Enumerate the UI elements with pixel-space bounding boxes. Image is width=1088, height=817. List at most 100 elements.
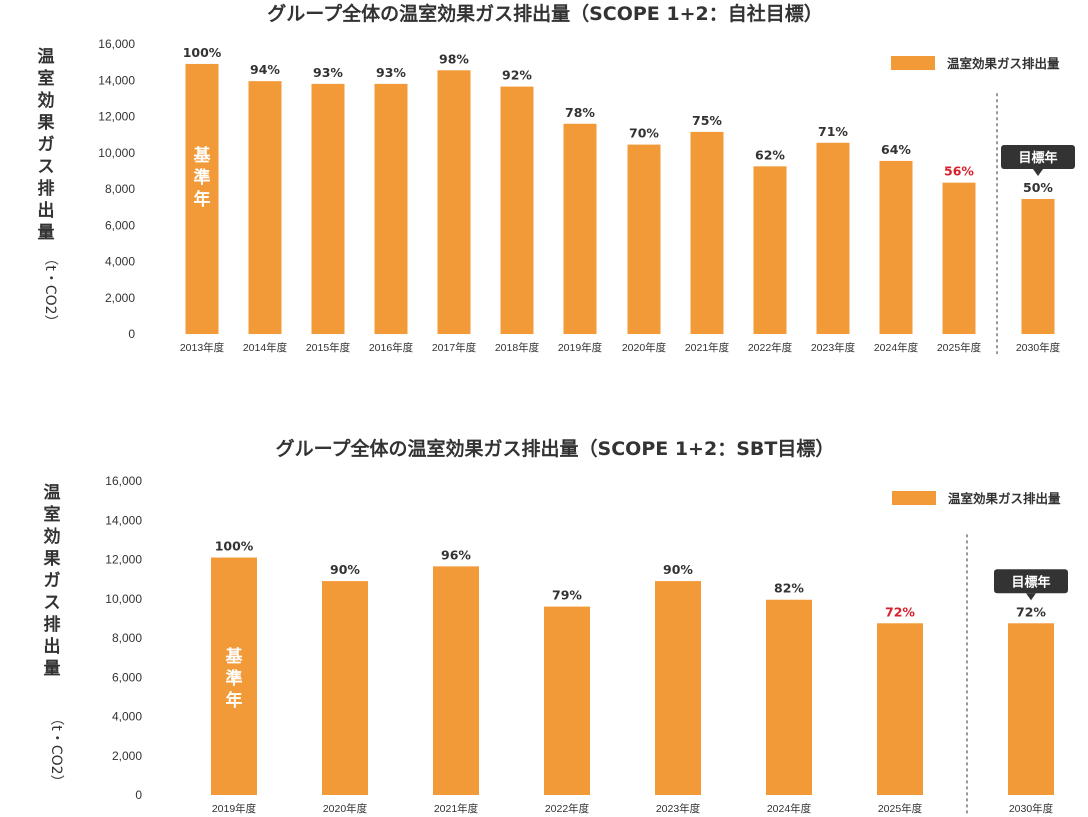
y-axis-label: 温室効果ガス排出量 （t・CO2） xyxy=(44,483,65,789)
x-tick-label: 2025年度 xyxy=(937,341,982,354)
data-label: 93% xyxy=(376,65,406,80)
y-axis-label-char: 室 xyxy=(38,68,55,89)
data-label: 71% xyxy=(818,124,848,139)
x-tick-label: 2020年度 xyxy=(622,341,667,354)
x-tick-label: 2014年度 xyxy=(243,341,288,354)
bar xyxy=(500,86,534,334)
bar xyxy=(690,131,724,334)
y-tick-label: 10,000 xyxy=(98,146,135,160)
data-label: 96% xyxy=(441,547,471,562)
y-tick-label: 16,000 xyxy=(98,37,135,51)
x-tick-label: 2018年度 xyxy=(495,341,540,354)
legend-label: 温室効果ガス排出量 xyxy=(948,491,1061,506)
bar xyxy=(753,166,787,334)
bar xyxy=(627,144,661,334)
x-tick-label: 2022年度 xyxy=(545,802,590,815)
legend-swatch xyxy=(891,56,935,70)
x-tick-label: 2019年度 xyxy=(212,802,257,815)
bar xyxy=(1021,198,1055,334)
chart-title: グループ全体の温室効果ガス排出量（SCOPE 1+2：SBT目標） xyxy=(276,437,835,460)
x-tick-label: 2030年度 xyxy=(1016,341,1061,354)
target-callout-box xyxy=(994,569,1068,594)
y-axis-label-char: 量 xyxy=(44,658,61,679)
y-tick-label: 8,000 xyxy=(112,631,142,645)
y-axis-unit: （t・CO2） xyxy=(42,251,58,328)
bar xyxy=(1008,623,1054,795)
x-tick-label: 2019年度 xyxy=(558,341,603,354)
x-tick-label: 2023年度 xyxy=(811,341,856,354)
bar xyxy=(437,70,471,334)
y-tick-label: 6,000 xyxy=(105,218,135,232)
target-callout-pointer xyxy=(1033,168,1043,176)
y-tick-label: 6,000 xyxy=(112,670,142,684)
target-callout: 目標年 xyxy=(1001,144,1075,176)
y-tick-label: 4,000 xyxy=(105,255,135,269)
x-tick-label: 2013年度 xyxy=(180,341,225,354)
y-axis-label-char: 効 xyxy=(38,90,55,111)
bar xyxy=(322,581,368,795)
bar xyxy=(942,182,976,334)
bar xyxy=(877,623,923,795)
data-label: 90% xyxy=(663,562,693,577)
y-axis-unit: （t・CO2） xyxy=(48,711,64,788)
y-tick-label: 10,000 xyxy=(105,592,142,606)
x-tick-label: 2030年度 xyxy=(1009,802,1054,815)
bar xyxy=(374,83,408,334)
data-label: 92% xyxy=(502,68,532,83)
x-tick-label: 2020年度 xyxy=(323,802,368,815)
x-tick-label: 2024年度 xyxy=(874,341,919,354)
chart-1: グループ全体の温室効果ガス排出量（SCOPE 1+2：自社目標） 温室効果ガス排出… xyxy=(38,2,1075,354)
bar xyxy=(311,83,345,334)
y-axis-label-char: 果 xyxy=(38,113,55,133)
y-tick-label: 0 xyxy=(135,788,142,802)
base-year-char: 年 xyxy=(226,690,243,711)
legend-swatch xyxy=(892,491,936,505)
y-axis-label-char: 量 xyxy=(38,222,55,243)
x-tick-label: 2021年度 xyxy=(685,341,730,354)
y-tick-label: 16,000 xyxy=(105,474,142,488)
data-label: 64% xyxy=(881,142,911,157)
base-year-char: 基 xyxy=(193,145,212,166)
y-tick-label: 12,000 xyxy=(98,110,135,124)
data-label: 94% xyxy=(250,62,280,77)
base-year-char: 基 xyxy=(225,646,244,667)
data-label: 78% xyxy=(565,105,595,120)
y-axis-label-char: 出 xyxy=(44,636,61,657)
y-tick-label: 0 xyxy=(128,327,135,341)
x-tick-label: 2017年度 xyxy=(432,341,477,354)
y-axis-label-char: ス xyxy=(44,593,61,613)
x-tick-label: 2015年度 xyxy=(306,341,351,354)
data-label: 93% xyxy=(313,65,343,80)
target-callout-text: 目標年 xyxy=(1018,150,1057,166)
target-callout: 目標年 xyxy=(994,569,1068,601)
x-tick-label: 2021年度 xyxy=(434,802,479,815)
y-axis-label-char: ガ xyxy=(38,135,55,155)
bar xyxy=(433,566,479,795)
data-label: 98% xyxy=(439,51,469,66)
bar xyxy=(211,557,257,795)
y-tick-label: 4,000 xyxy=(112,710,142,724)
y-axis-label-char: 効 xyxy=(44,526,61,547)
bar xyxy=(879,160,913,334)
y-axis-label-char: 温 xyxy=(44,483,61,503)
bar xyxy=(816,142,850,334)
data-label: 72% xyxy=(1016,604,1046,619)
x-tick-label: 2016年度 xyxy=(369,341,414,354)
y-tick-label: 12,000 xyxy=(105,553,142,567)
y-axis-label-char: 温 xyxy=(38,47,55,67)
data-label: 79% xyxy=(552,588,582,603)
y-axis-label-char: 排 xyxy=(38,178,55,199)
base-year-char: 準 xyxy=(226,668,243,689)
y-axis-label-char: 排 xyxy=(44,614,61,635)
data-label: 75% xyxy=(692,113,722,128)
data-label: 82% xyxy=(774,581,804,596)
y-axis-label-char: ガ xyxy=(44,571,61,591)
y-axis-label-char: 出 xyxy=(38,200,55,221)
base-year-char: 年 xyxy=(194,189,211,210)
x-tick-label: 2024年度 xyxy=(767,802,812,815)
y-axis-label-char: 室 xyxy=(44,504,61,525)
data-label: 100% xyxy=(183,45,222,60)
bar xyxy=(544,606,590,795)
base-year-label: 基準年 xyxy=(225,646,244,711)
